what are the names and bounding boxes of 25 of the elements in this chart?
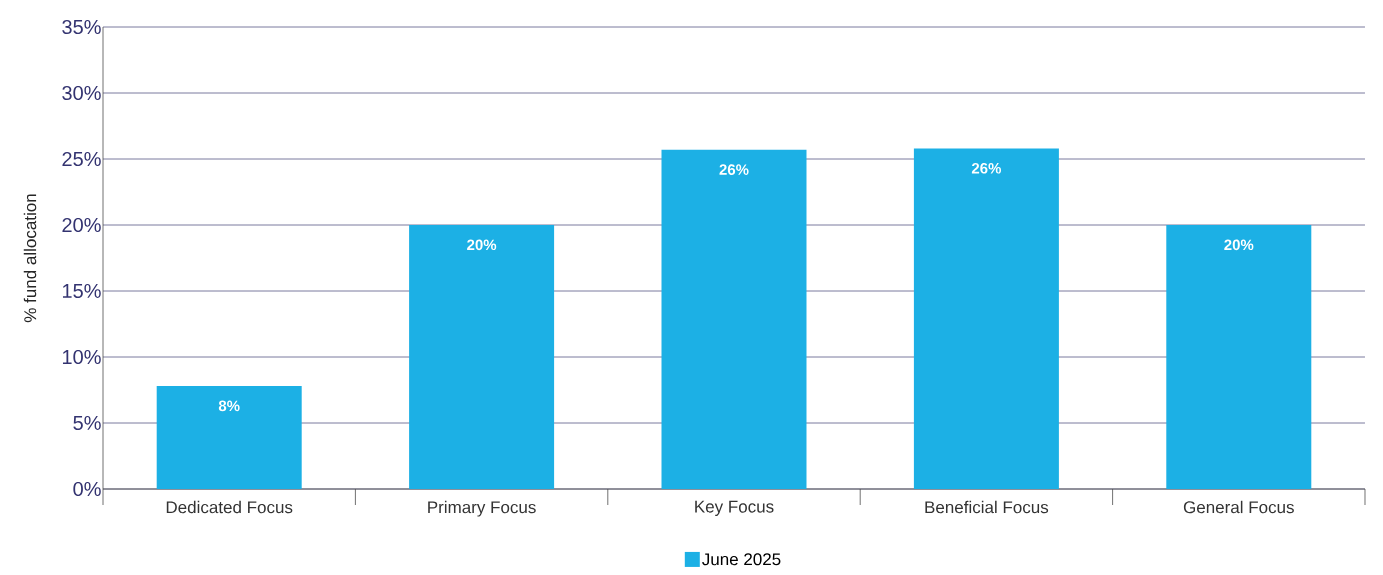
bar — [156, 386, 302, 489]
y-tick-label: 25% — [62, 151, 101, 167]
bar — [661, 149, 807, 489]
bar — [409, 225, 555, 489]
x-tick-label: Primary Focus — [428, 500, 536, 517]
y-tick-label: 15% — [62, 283, 101, 299]
y-tick-label: 0% — [73, 481, 101, 497]
y-tick-label: 35% — [62, 19, 101, 35]
data-label: 26% — [971, 162, 1001, 174]
x-tick-label: Dedicated Focus — [166, 500, 293, 514]
data-label: 26% — [719, 164, 749, 175]
data-label: 20% — [467, 239, 497, 251]
x-tick-label: Key Focus — [695, 500, 774, 516]
y-tick-label: 5% — [73, 415, 101, 431]
x-tick-label: General Focus — [1183, 500, 1294, 514]
bar — [913, 148, 1059, 489]
y-tick-label: 20% — [62, 217, 101, 233]
legend-label: June 2025 — [702, 553, 781, 566]
y-tick-label: 10% — [62, 349, 101, 365]
y-axis-title: % fund allocation — [23, 194, 37, 323]
data-label: 20% — [1224, 239, 1254, 251]
bar — [1166, 225, 1312, 489]
y-tick-label: 30% — [62, 85, 101, 101]
x-tick-label: Beneficial Focus — [925, 500, 1049, 514]
data-label: 8% — [218, 400, 240, 412]
